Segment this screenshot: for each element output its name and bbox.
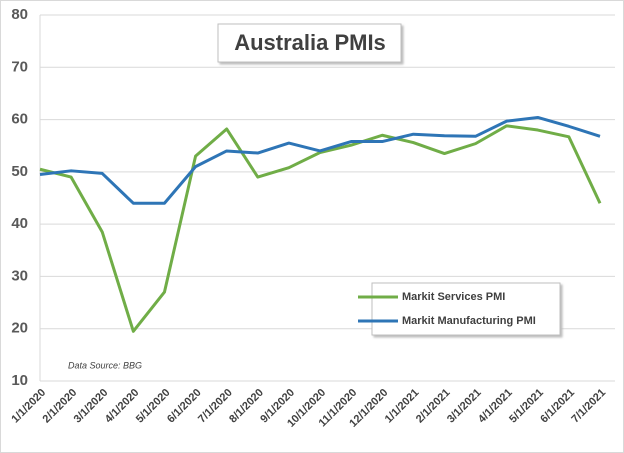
y-tick-label: 50 [11, 163, 28, 180]
y-tick-label: 80 [11, 6, 28, 23]
lines [39, 115, 602, 333]
legend-label: Markit Manufacturing PMI [402, 315, 536, 327]
y-tick-label: 30 [11, 267, 28, 284]
source-note: Data Source: BBG [68, 360, 142, 370]
y-tick-label: 60 [11, 111, 28, 128]
series-line [39, 115, 601, 205]
legend-box [371, 282, 561, 336]
series-line [39, 124, 602, 333]
y-tick-label: 70 [11, 58, 28, 75]
y-tick-label: 10 [11, 372, 28, 389]
legend-label: Markit Services PMI [402, 291, 505, 303]
title-box [217, 23, 402, 63]
y-tick-label: 20 [11, 320, 28, 337]
chart-title: Australia PMIs [234, 30, 386, 55]
y-tick-label: 40 [11, 215, 28, 232]
